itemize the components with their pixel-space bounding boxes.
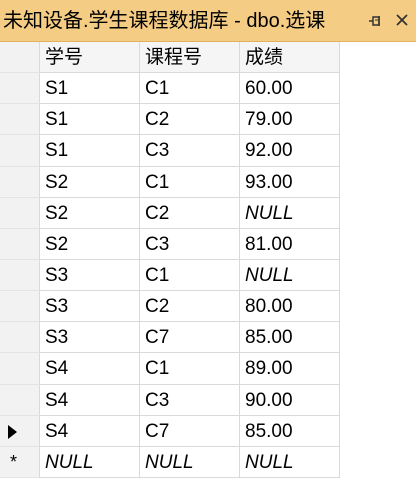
table-row[interactable]: S4 C1 89.00: [0, 353, 416, 385]
table-cell[interactable]: S1: [40, 104, 140, 136]
table-row[interactable]: S2 C3 81.00: [0, 228, 416, 260]
table-cell[interactable]: C2: [140, 197, 240, 229]
table-cell[interactable]: C2: [140, 291, 240, 323]
column-header[interactable]: 成绩: [240, 42, 340, 74]
results-grid: 学号 课程号 成绩 S1 C1 60.00 S1 C2 79.00 S1 C3 92.00 S2 C…: [0, 42, 416, 478]
table-cell[interactable]: C1: [140, 73, 240, 105]
table-cell[interactable]: S3: [40, 322, 140, 354]
table-cell[interactable]: S1: [40, 73, 140, 105]
table-cell[interactable]: NULL: [240, 197, 340, 229]
row-selector[interactable]: [0, 322, 40, 354]
row-selector[interactable]: [0, 259, 40, 292]
row-selector[interactable]: *: [0, 446, 40, 478]
new-row-asterisk-icon: *: [10, 451, 18, 472]
table-cell[interactable]: S4: [40, 384, 140, 416]
table-cell[interactable]: 93.00: [240, 166, 340, 198]
table-cell[interactable]: S3: [40, 291, 140, 323]
row-selector[interactable]: [0, 415, 40, 447]
table-cell[interactable]: 89.00: [240, 353, 340, 385]
table-cell[interactable]: 60.00: [240, 73, 340, 105]
table-cell[interactable]: C2: [140, 104, 240, 136]
row-selector[interactable]: [0, 353, 40, 385]
row-selector[interactable]: [0, 135, 40, 167]
table-cell[interactable]: 80.00: [240, 291, 340, 323]
table-cell[interactable]: S2: [40, 166, 140, 198]
table-cell[interactable]: S2: [40, 197, 140, 229]
row-selector[interactable]: [0, 197, 40, 229]
table-row[interactable]: S4 C3 90.00: [0, 384, 416, 416]
table-row[interactable]: S4 C7 85.00: [0, 415, 416, 447]
table-cell[interactable]: S3: [40, 259, 140, 292]
table-cell[interactable]: 79.00: [240, 104, 340, 136]
table-cell[interactable]: C1: [140, 353, 240, 385]
table-cell[interactable]: 81.00: [240, 228, 340, 260]
table-row[interactable]: S3 C1 NULL: [0, 259, 416, 292]
table-row[interactable]: S1 C2 79.00: [0, 104, 416, 136]
new-row[interactable]: * NULL NULL NULL: [0, 446, 416, 478]
table-row[interactable]: S3 C2 80.00: [0, 291, 416, 323]
tab-title: 未知设备.学生课程数据库 - dbo.选课: [3, 10, 326, 32]
table-cell[interactable]: NULL: [240, 259, 340, 292]
table-cell[interactable]: S1: [40, 135, 140, 167]
table-row[interactable]: S3 C7 85.00: [0, 322, 416, 354]
row-selector[interactable]: [0, 291, 40, 323]
table-row[interactable]: S2 C1 93.00: [0, 166, 416, 198]
table-cell[interactable]: S2: [40, 228, 140, 260]
table-row[interactable]: S1 C1 60.00: [0, 73, 416, 105]
pin-icon[interactable]: [366, 12, 384, 30]
row-selector[interactable]: [0, 384, 40, 416]
table-cell[interactable]: 92.00: [240, 135, 340, 167]
row-selector[interactable]: [0, 104, 40, 136]
table-cell[interactable]: NULL: [240, 446, 340, 478]
table-cell[interactable]: 90.00: [240, 384, 340, 416]
column-header[interactable]: 学号: [40, 42, 140, 74]
table-cell[interactable]: S4: [40, 415, 140, 447]
table-cell[interactable]: C3: [140, 135, 240, 167]
document-tab[interactable]: 未知设备.学生课程数据库 - dbo.选课: [0, 0, 416, 42]
table-cell[interactable]: 85.00: [240, 415, 340, 447]
table-cell[interactable]: C3: [140, 384, 240, 416]
header-row: 学号 课程号 成绩: [0, 42, 416, 74]
table-cell[interactable]: C1: [140, 166, 240, 198]
table-row[interactable]: S1 C3 92.00: [0, 135, 416, 167]
table-cell[interactable]: NULL: [40, 446, 140, 478]
table-cell[interactable]: C7: [140, 322, 240, 354]
table-cell[interactable]: C3: [140, 228, 240, 260]
close-icon[interactable]: [393, 11, 411, 29]
column-header[interactable]: 课程号: [140, 42, 240, 74]
table-cell[interactable]: NULL: [140, 446, 240, 478]
current-row-arrow-icon: [8, 424, 17, 439]
table-row[interactable]: S2 C2 NULL: [0, 197, 416, 229]
header-corner[interactable]: [0, 42, 40, 74]
table-cell[interactable]: 85.00: [240, 322, 340, 354]
table-cell[interactable]: C7: [140, 415, 240, 447]
table-cell[interactable]: S4: [40, 353, 140, 385]
row-selector[interactable]: [0, 73, 40, 105]
row-selector[interactable]: [0, 166, 40, 198]
row-selector[interactable]: [0, 228, 40, 260]
table-cell[interactable]: C1: [140, 259, 240, 292]
